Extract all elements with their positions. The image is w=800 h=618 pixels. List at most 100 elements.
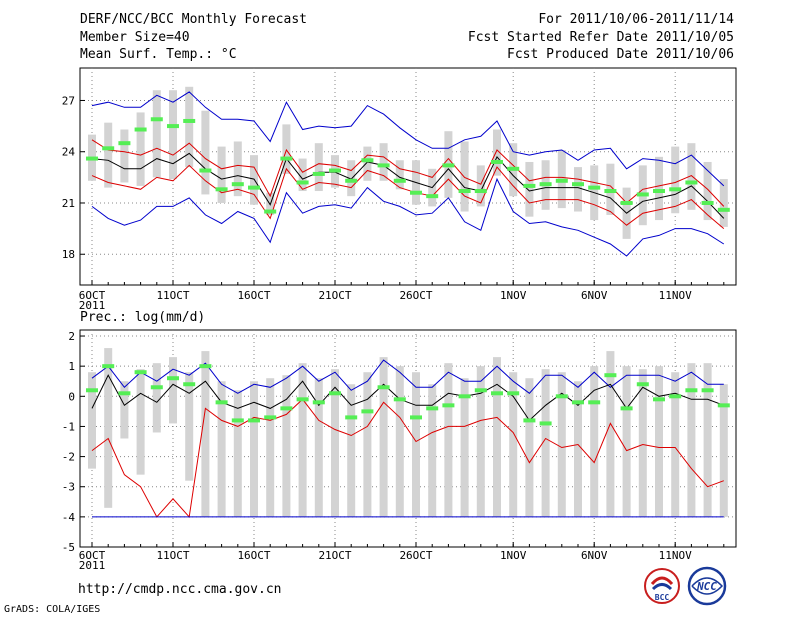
temp-spread-box <box>347 160 356 197</box>
temp-spread-box <box>136 112 145 186</box>
precip-spread-box <box>541 369 550 517</box>
temp-observed-marker <box>458 189 471 194</box>
precip-observed-marker <box>523 418 536 423</box>
ncc-logo: NCC <box>687 566 727 606</box>
temp-observed-marker <box>604 189 617 194</box>
temp-spread-box <box>719 179 728 227</box>
precip-observed-marker <box>248 418 260 423</box>
precip-spread-box <box>169 357 177 424</box>
precip-line-ensemble-mean-spread <box>91 398 724 519</box>
temp-xtick-label: 6NOV <box>581 289 608 302</box>
temp-observed-marker <box>312 171 325 176</box>
temp-observed-marker <box>361 158 374 163</box>
temp-observed-marker <box>215 187 228 192</box>
temp-spread-box <box>314 143 323 192</box>
temp-spread-box <box>185 86 194 168</box>
temp-spread-box <box>671 146 680 214</box>
forecast-start-date: Fcst Started Refer Date 2011/10/05 <box>467 30 734 45</box>
temp-spread-box <box>152 90 161 178</box>
temp-ytick-label: 27 <box>62 94 75 107</box>
precip-observed-marker <box>329 391 341 396</box>
temp-observed-marker <box>523 183 536 188</box>
precip-observed-marker <box>264 415 277 420</box>
temp-spread-box <box>169 90 177 180</box>
precip-spread-box <box>412 372 420 517</box>
precip-spread-box <box>88 372 96 469</box>
ncc-logo-text: NCC <box>696 580 717 593</box>
temp-spread-box <box>201 110 210 195</box>
temp-observed-marker <box>717 207 730 212</box>
precip-observed-marker <box>636 382 649 387</box>
temp-xtick-label: 21OCT <box>318 289 351 302</box>
temp-ytick-label: 18 <box>62 248 75 261</box>
temp-xtick-label: 11NOV <box>659 289 692 302</box>
precip-spread-box <box>379 357 388 517</box>
temp-observed-marker <box>102 146 115 151</box>
precip-observed-marker <box>231 418 244 423</box>
temp-spread-box <box>379 143 388 181</box>
precip-observed-marker <box>215 400 228 405</box>
temp-spread-box <box>217 146 226 203</box>
temp-line-ensemble-mean <box>91 152 725 219</box>
precip-spread-box <box>331 369 339 517</box>
precip-xtick-label: 1NOV <box>500 549 527 562</box>
precip-spread-box <box>460 378 469 517</box>
precip-spread-box <box>590 366 599 517</box>
temp-observed-marker <box>426 194 439 199</box>
precip-xtick-label: 6OCT <box>79 549 106 562</box>
forecast-period: For 2011/10/06-2011/11/14 <box>538 12 734 27</box>
temp-xtick-label: 1NOV <box>500 289 527 302</box>
temp-observed-marker <box>167 124 179 129</box>
temp-observed-marker <box>86 156 98 161</box>
forecast-produced-date: Fcst Produced Date 2011/10/06 <box>507 47 734 62</box>
temp-observed-marker <box>442 163 455 168</box>
temp-observed-marker <box>280 156 293 161</box>
precip-spread-box <box>136 369 145 475</box>
temp-spread-box <box>574 167 582 212</box>
temp-observed-marker <box>345 178 358 183</box>
source-url[interactable]: http://cmdp.ncc.cma.gov.cn <box>78 582 282 597</box>
precip-spread-box <box>233 390 242 517</box>
temp-line-ensemble-mean-spread <box>91 139 725 207</box>
precip-ytick-label: 2 <box>68 330 75 343</box>
precip-spread-box <box>606 351 615 517</box>
precip-observed-marker <box>410 415 422 420</box>
temp-line-ensemble-max <box>91 91 725 187</box>
temp-observed-marker <box>620 200 633 205</box>
temp-spread-box <box>120 129 129 183</box>
precip-spread-box <box>250 381 258 517</box>
chart-title: DERF/NCC/BCC Monthly Forecast <box>80 12 307 27</box>
precip-observed-marker <box>361 409 374 414</box>
precip-spread-box <box>395 366 404 517</box>
precip-ytick-label: -4 <box>62 511 76 524</box>
agency-logos: BCC NCC <box>644 566 727 606</box>
precip-spread-box <box>282 375 291 517</box>
precip-spread-box <box>671 372 680 517</box>
member-size-label: Member Size=40 <box>80 30 190 45</box>
precip-observed-marker <box>555 394 568 399</box>
temp-observed-marker <box>669 187 682 192</box>
precip-spread-box <box>428 384 437 517</box>
temp-spread-box <box>525 161 534 217</box>
precip-xtick-label: 6NOV <box>581 549 608 562</box>
temp-line-ensemble-min <box>91 177 725 257</box>
temp-ytick-label: 24 <box>62 146 76 159</box>
precip-spread-box <box>638 369 647 517</box>
temp-xtick-label: 26OCT <box>399 289 432 302</box>
precip-ytick-label: 1 <box>68 360 75 373</box>
precip-spread-box <box>444 363 453 517</box>
precip-ytick-label: -1 <box>62 420 75 433</box>
precip-spread-box <box>363 372 372 517</box>
precip-observed-marker <box>393 397 406 402</box>
precip-spread-box <box>687 363 696 517</box>
precip-xtick-label: 21OCT <box>318 549 351 562</box>
precip-observed-marker <box>296 397 309 402</box>
temp-spread-box <box>703 161 712 221</box>
precip-observed-marker <box>491 391 503 396</box>
precip-spread-box <box>266 378 275 517</box>
temp-xtick-label: 6OCT <box>79 289 106 302</box>
temp-observed-marker <box>264 209 277 214</box>
precip-spread-box <box>152 363 161 433</box>
temp-observed-marker <box>150 117 163 122</box>
precip-spread-box <box>719 384 728 517</box>
